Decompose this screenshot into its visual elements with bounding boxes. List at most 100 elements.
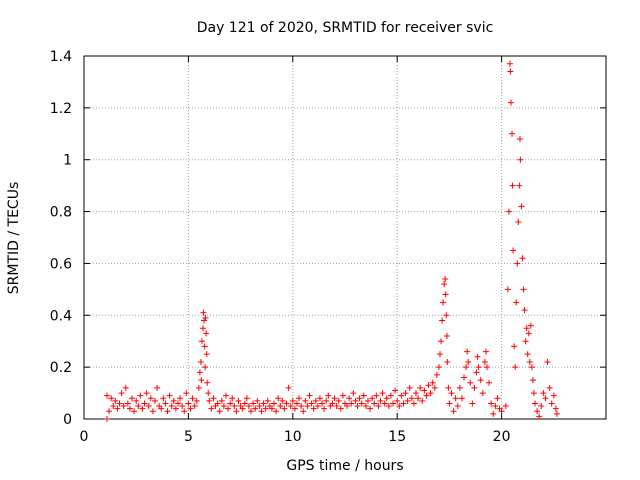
data-point	[442, 291, 449, 298]
x-tick-label: 20	[493, 429, 511, 445]
data-point	[252, 405, 259, 412]
data-point	[427, 390, 434, 397]
data-point	[540, 390, 547, 397]
data-point	[443, 312, 450, 319]
data-point	[346, 395, 353, 402]
data-point	[510, 247, 517, 254]
data-point	[532, 400, 539, 407]
data-point	[116, 400, 123, 407]
data-point	[191, 403, 198, 410]
data-point	[206, 397, 213, 404]
data-point	[521, 307, 528, 314]
data-point	[321, 405, 328, 412]
data-point	[479, 390, 486, 397]
data-point	[481, 358, 488, 365]
data-point	[170, 397, 177, 404]
data-point	[296, 395, 303, 402]
data-point	[530, 390, 537, 397]
data-point	[162, 400, 169, 407]
data-point	[160, 395, 167, 402]
data-point	[337, 405, 344, 412]
data-point	[218, 397, 225, 404]
data-point	[166, 392, 173, 399]
data-point	[516, 182, 523, 189]
data-point	[465, 358, 472, 365]
data-point	[181, 408, 188, 415]
data-point	[483, 364, 490, 371]
data-point	[469, 400, 476, 407]
data-point	[406, 384, 413, 391]
data-point	[285, 384, 292, 391]
data-point	[506, 60, 513, 67]
data-point	[137, 392, 144, 399]
x-tick-label: 0	[80, 429, 89, 445]
data-point	[133, 397, 140, 404]
data-point	[185, 400, 192, 407]
data-point	[417, 384, 424, 391]
data-point	[396, 403, 403, 410]
data-point	[456, 384, 463, 391]
data-point	[168, 403, 175, 410]
data-point	[517, 156, 524, 163]
data-point	[135, 403, 142, 410]
plot-frame	[83, 55, 607, 420]
data-point	[231, 403, 238, 410]
data-point	[367, 405, 374, 412]
data-point	[523, 325, 530, 332]
data-point	[445, 384, 452, 391]
data-point	[110, 403, 117, 410]
data-point	[141, 400, 148, 407]
data-point	[325, 392, 332, 399]
y-tick-label: 1.2	[50, 101, 72, 117]
data-point	[516, 135, 523, 142]
data-point	[235, 397, 242, 404]
data-point	[504, 286, 511, 293]
data-point	[196, 369, 203, 376]
data-point	[293, 400, 300, 407]
data-point	[308, 400, 315, 407]
data-point	[463, 364, 470, 371]
data-point	[498, 408, 505, 415]
data-point	[200, 325, 207, 332]
data-point	[528, 364, 535, 371]
data-point	[536, 413, 543, 420]
data-point	[385, 403, 392, 410]
data-point	[225, 405, 232, 412]
data-point	[262, 405, 269, 412]
data-point	[438, 338, 445, 345]
data-point	[210, 395, 217, 402]
x-tick-label: 15	[388, 429, 406, 445]
data-point	[108, 395, 115, 402]
data-point	[373, 392, 380, 399]
data-point	[200, 309, 207, 316]
data-point	[383, 395, 390, 402]
data-point	[509, 130, 516, 137]
y-tick-label: 0.6	[50, 256, 72, 272]
data-point	[529, 377, 536, 384]
data-point	[552, 405, 559, 412]
data-point	[143, 390, 150, 397]
data-point	[233, 408, 240, 415]
data-point	[435, 364, 442, 371]
data-point	[174, 400, 181, 407]
data-point	[377, 397, 384, 404]
data-point	[205, 390, 212, 397]
data-point	[112, 397, 119, 404]
data-point	[275, 395, 282, 402]
data-point	[490, 410, 497, 417]
data-point	[254, 397, 261, 404]
data-point	[507, 99, 514, 106]
data-point	[429, 379, 436, 386]
data-point	[177, 395, 184, 402]
data-point	[189, 395, 196, 402]
data-point	[291, 405, 298, 412]
grid-lines	[84, 56, 606, 419]
data-point	[114, 405, 121, 412]
data-point	[419, 397, 426, 404]
data-point	[538, 403, 545, 410]
data-point	[354, 403, 361, 410]
data-point	[513, 299, 520, 306]
data-point	[404, 397, 411, 404]
data-point	[454, 403, 461, 410]
data-point	[440, 299, 447, 306]
